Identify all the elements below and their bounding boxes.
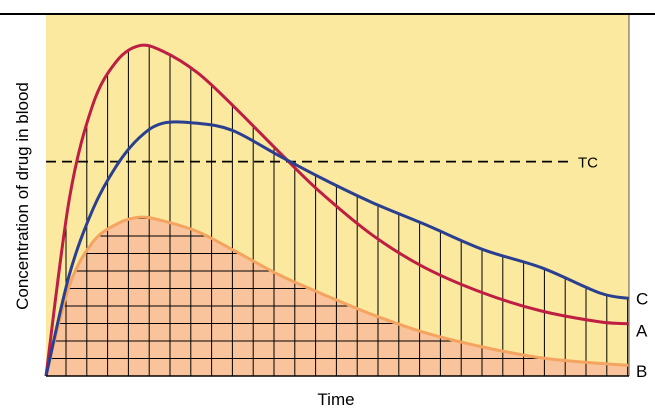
series-a-line <box>44 43 630 377</box>
threshold-label: TC <box>578 155 598 172</box>
series-label-b: B <box>636 362 647 381</box>
series-label-c: C <box>636 289 648 308</box>
series-label-a: A <box>636 322 648 341</box>
top-rule <box>0 13 655 15</box>
series-b-line <box>44 215 630 377</box>
area-under-b <box>46 217 629 376</box>
series-c-line <box>44 120 630 377</box>
x-axis-title: Time <box>317 390 354 409</box>
y-axis-title: Concentration of drug in blood <box>13 82 32 310</box>
